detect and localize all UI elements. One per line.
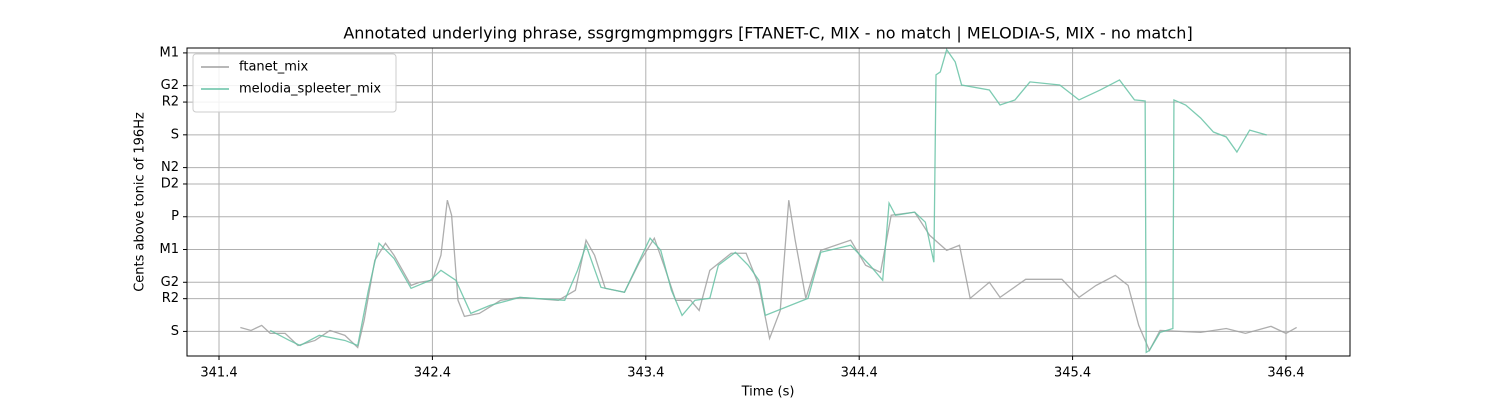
plot-frame [186, 47, 1351, 357]
legend-label: melodia_spleeter_mix [239, 82, 381, 97]
series-line [269, 48, 1267, 354]
x-tick-label: 344.4 [841, 366, 878, 381]
plot-lines [240, 48, 1297, 354]
chart-title: Annotated underlying phrase, ssgrgmgmpmg… [343, 24, 1192, 43]
y-tick-label: P [171, 209, 179, 224]
legend-box [192, 53, 397, 113]
y-tick-label: S [171, 324, 179, 339]
x-axis-label: Time (s) [741, 385, 795, 400]
series-line [240, 200, 1297, 352]
x-tick-label: 345.4 [1054, 366, 1091, 381]
x-tick-label: 343.4 [627, 366, 664, 381]
y-tick-label: M1 [160, 242, 180, 257]
y-tick-label: S [171, 127, 179, 142]
y-axis-label: Cents above tonic of 196Hz [133, 112, 148, 292]
legend: ftanet_mix melodia_spleeter_mix [192, 53, 397, 113]
y-tick-label: N2 [161, 160, 179, 175]
x-tick-label: 346.4 [1267, 366, 1304, 381]
y-tick-label: R2 [162, 291, 179, 306]
y-tick-label: G2 [161, 275, 179, 290]
y-tick-label: R2 [162, 95, 179, 110]
x-tick-label: 341.4 [200, 366, 237, 381]
legend-label: ftanet_mix [239, 60, 309, 75]
y-tick-label: D2 [161, 176, 179, 191]
y-tick-label: G2 [161, 78, 179, 93]
x-tick-label: 342.4 [414, 366, 451, 381]
y-tick-label: M1 [160, 45, 180, 60]
